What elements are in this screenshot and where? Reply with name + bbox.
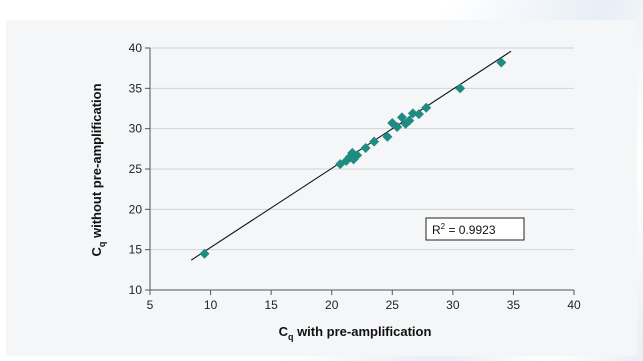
x-tick-label: 20 [325,298,339,312]
y-tick-label: 15 [129,243,143,257]
data-point [382,132,392,142]
y-tick-label: 40 [129,41,143,55]
x-tick-label: 30 [446,298,460,312]
y-axis-label: Cq without pre-amplification [89,83,107,256]
data-point [200,249,210,259]
x-tick-label: 15 [264,298,278,312]
y-tick-label: 25 [129,162,143,176]
r-squared-annotation: R2 = 0.9923 [426,218,524,240]
x-tick-label: 5 [147,298,154,312]
y-tick-label: 35 [129,81,143,95]
data-point [455,83,465,93]
y-tick-label: 20 [129,202,143,216]
data-point [414,109,424,119]
y-ticks: 10 15 20 25 30 35 40 [129,41,150,297]
x-tick-label: 10 [204,298,218,312]
y-tick-label: 10 [129,283,143,297]
x-tick-label: 40 [567,298,581,312]
x-axis-label: Cq with pre-amplification [279,324,432,342]
x-tick-label: 25 [386,298,400,312]
x-tick-label: 35 [507,298,521,312]
y-tick-label: 30 [129,122,143,136]
x-ticks: 5 10 15 20 25 30 35 40 [147,290,581,312]
data-point [496,58,506,68]
